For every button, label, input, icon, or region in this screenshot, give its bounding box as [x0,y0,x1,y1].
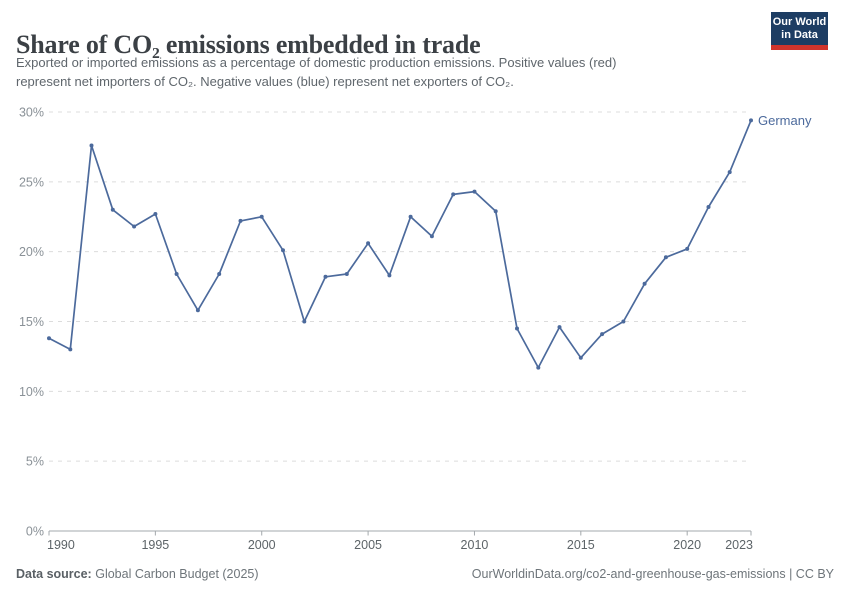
data-point-marker [174,272,179,276]
data-point-marker [749,118,753,123]
data-point-marker [68,347,73,352]
data-point-marker [217,272,222,276]
data-point-marker [557,325,562,330]
data-point-marker [408,214,413,219]
y-axis-tick-label: 20% [19,245,44,259]
subtitle-line: represent net importers of CO₂. Negative… [16,73,514,89]
data-point-marker [110,207,115,212]
data-point-marker [281,248,285,253]
data-point-marker [663,255,668,260]
data-point-marker [387,273,392,278]
data-point-marker [451,192,456,197]
data-source-value: Global Carbon Budget (2025) [95,567,259,581]
y-axis-tick-label: 10% [19,385,44,399]
license-link[interactable]: OurWorldinData.org/co2-and-greenhouse-ga… [471,567,834,581]
data-point-marker [536,365,541,370]
data-point-marker [344,272,349,276]
data-point-marker [302,319,307,324]
data-point-marker [621,319,626,324]
data-point-marker [132,224,137,229]
data-point-marker [600,332,605,337]
chart-subtitle: Exported or imported emissions as a perc… [16,54,616,91]
y-axis-tick-label: 15% [19,315,44,329]
x-axis-tick-label: 2005 [354,538,382,552]
subtitle-line: Exported or imported emissions as a perc… [16,55,617,70]
y-axis-tick-label: 25% [19,175,44,189]
x-axis-tick-label: 1990 [47,538,75,552]
data-point-marker [259,214,264,219]
owid-logo[interactable]: Our World in Data [771,12,828,50]
data-point-marker [472,189,477,194]
line-chart: 0% 5% 10% 15% 20% 25% 30% 1990 1995 2000 2005 2010 2… [19,106,812,553]
owid-logo-line1: Our World [772,16,827,28]
page-title: Share of CO₂ emissions embedded in trade [16,30,481,60]
series-end-label[interactable]: Germany [758,113,812,128]
x-axis-tick-label: 2023 [725,538,753,552]
data-source-label: Data source: [16,567,92,581]
owid-logo-line2: in Data [781,29,818,41]
data-point-marker [195,308,200,313]
data-point-marker [366,241,371,246]
data-point-marker [578,355,583,360]
data-point-marker [89,143,94,148]
germany-line-series[interactable] [48,119,752,369]
data-point-marker [493,209,498,214]
x-axis-tick-label: 2010 [461,538,489,552]
y-axis-tick-label: 0% [26,525,44,539]
x-axis-tick-label: 2015 [567,538,595,552]
data-point-marker [153,212,158,216]
data-point-marker [323,274,328,279]
data-point-marker [429,234,434,239]
x-axis-tick-label: 2000 [248,538,276,552]
data-point-marker [685,246,690,251]
x-axis-tick-label: 2020 [673,538,701,552]
data-point-marker [515,326,519,331]
data-point-marker [238,218,243,223]
data-point-marker [47,336,51,341]
data-point-marker [642,281,647,286]
y-axis-tick-label: 5% [26,455,44,469]
data-point-marker [706,205,711,209]
x-axis-tick-label: 1995 [141,538,169,552]
chart-footer: Data source: Global Carbon Budget (2025)… [16,567,834,581]
y-axis-tick-label: 30% [19,106,44,120]
data-point-marker [727,170,732,175]
data-source: Data source: Global Carbon Budget (2025) [16,567,259,581]
